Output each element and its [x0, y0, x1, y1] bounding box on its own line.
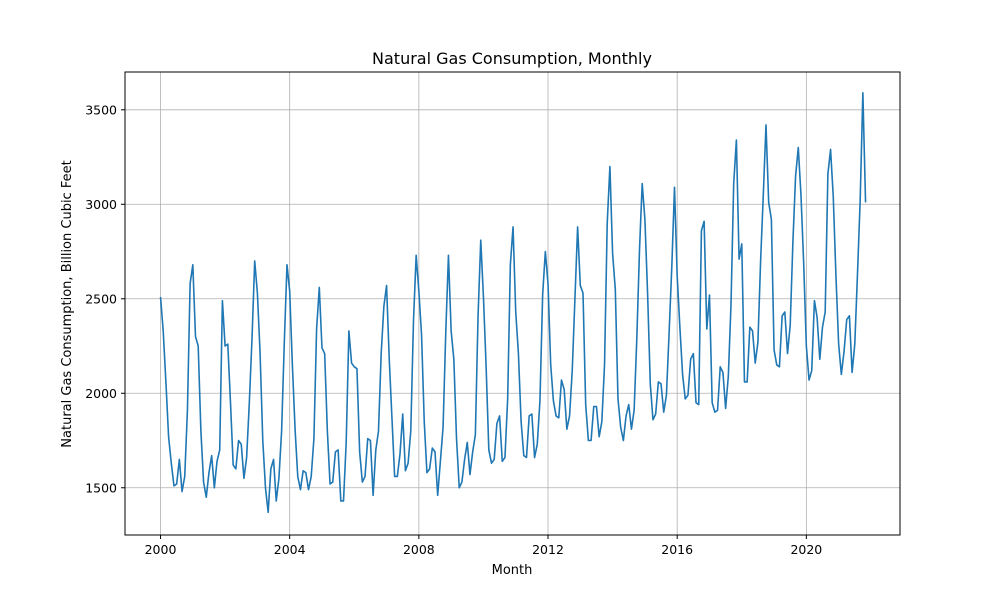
x-axis-ticks: 2000 2004 2008 2012 2016 2020 [145, 535, 822, 557]
y-tick-label: 3000 [85, 197, 117, 212]
y-tick-label: 1500 [85, 480, 117, 495]
x-tick-label: 2020 [790, 542, 822, 557]
x-tick-label: 2008 [403, 542, 435, 557]
y-tick-label: 3500 [85, 102, 117, 117]
x-tick-label: 2000 [145, 542, 177, 557]
y-tick-label: 2000 [85, 386, 117, 401]
x-tick-label: 2012 [532, 542, 564, 557]
series-line [159, 91, 867, 514]
x-axis-label: Month [492, 563, 533, 578]
y-axis-label: Natural Gas Consumption, Billion Cubic F… [60, 160, 75, 447]
x-tick-label: 2016 [661, 542, 693, 557]
y-axis-ticks: 1500 2000 2500 3000 3500 [85, 102, 125, 495]
x-tick-label: 2004 [274, 542, 306, 557]
chart-title: Natural Gas Consumption, Monthly [372, 49, 652, 68]
plot-frame [124, 71, 901, 536]
grid-lines [125, 72, 900, 535]
y-tick-label: 2500 [85, 291, 117, 306]
series-group [159, 91, 867, 514]
